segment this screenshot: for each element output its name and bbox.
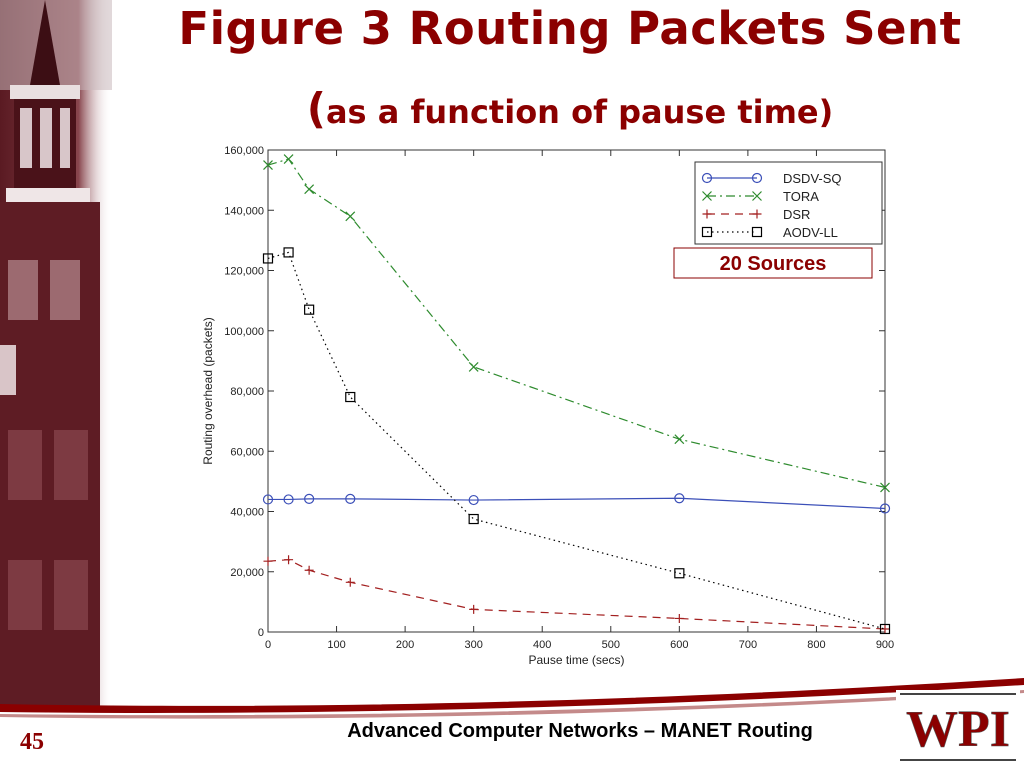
data-point-dsdv-sq: [283, 494, 294, 505]
data-point-aodv-ll: [345, 391, 356, 403]
subtitle-open-paren: (: [306, 84, 326, 133]
legend-marker-aodv-ll: [751, 226, 763, 238]
legend-label-aodv-ll: AODV-LL: [783, 225, 838, 240]
annotation-label: 20 Sources: [720, 253, 827, 275]
legend-marker-dsr: [752, 209, 762, 219]
y-tick-label: 140,000: [224, 205, 264, 217]
legend-label-dsr: DSR: [783, 207, 810, 222]
y-tick-label: 160,000: [224, 145, 264, 157]
legend-marker-aodv-ll: [701, 226, 713, 238]
slide-number: 45: [20, 729, 44, 755]
x-axis-label: Pause time (secs): [528, 653, 624, 667]
y-axis-label: Routing overhead (packets): [201, 317, 215, 464]
y-tick-label: 80,000: [230, 386, 264, 398]
legend-label-tora: TORA: [783, 189, 819, 204]
data-point-dsr: [674, 613, 684, 623]
data-point-aodv-ll: [283, 247, 294, 258]
data-point-aodv-ll: [674, 568, 685, 579]
slide-subtitle: (as a function of pause time): [120, 84, 1020, 133]
data-point-aodv-ll: [468, 513, 479, 525]
subtitle-text: as a function of pause time): [325, 93, 834, 131]
y-tick-label: 0: [258, 627, 264, 639]
data-point-aodv-ll: [879, 623, 891, 635]
data-point-tora: [304, 184, 315, 195]
wpi-logo: WPI: [896, 690, 1020, 764]
legend-box: [694, 161, 883, 245]
building-tower-image: [0, 0, 112, 712]
y-tick-label: 60,000: [230, 446, 264, 458]
y-tick-label: 100,000: [224, 326, 264, 338]
data-point-dsr: [304, 565, 314, 575]
data-point-dsdv-sq: [262, 494, 274, 505]
y-tick-label: 120,000: [224, 266, 264, 278]
x-tick-label: 900: [876, 639, 894, 651]
x-tick-label: 100: [327, 639, 345, 651]
legend-marker-tora: [752, 191, 762, 201]
data-point-dsr: [284, 555, 294, 565]
data-point-dsr: [345, 577, 355, 587]
data-point-aodv-ll: [262, 253, 274, 264]
legend-label-dsdv-sq: DSDV-SQ: [783, 171, 842, 186]
data-point-tora: [468, 361, 479, 372]
x-tick-label: 700: [739, 639, 757, 651]
data-point-tora: [263, 160, 273, 170]
data-point-dsr: [469, 604, 479, 614]
series-line-dsdv-sq: [268, 497, 886, 510]
data-point-dsdv-sq: [468, 494, 479, 506]
x-tick-label: 200: [396, 639, 414, 651]
data-point-aodv-ll: [304, 304, 315, 315]
x-tick-label: 600: [670, 639, 688, 651]
x-tick-label: 0: [265, 639, 271, 651]
data-point-dsr: [263, 556, 273, 566]
slide-title: Figure 3 Routing Packets Sent: [178, 2, 962, 55]
footer-text: Advanced Computer Networks – MANET Routi…: [347, 720, 813, 742]
x-tick-label: 400: [533, 639, 551, 651]
routing-overhead-chart: 0 20,000 40,000 60,000 80,000 100,000 120,000 1…: [201, 145, 894, 667]
x-tick-label: 800: [807, 639, 825, 651]
legend-marker-tora: [702, 191, 712, 201]
data-point-dsr: [880, 624, 890, 634]
data-point-dsdv-sq: [345, 493, 356, 504]
legend-marker-dsdv-sq: [751, 172, 763, 184]
legend-marker-dsr: [702, 209, 712, 219]
footer-band: [0, 678, 1024, 719]
legend-marker-dsdv-sq: [701, 172, 713, 184]
x-tick-label: 500: [602, 639, 620, 651]
annotation-box: [673, 247, 873, 279]
x-tick-label: 300: [464, 639, 482, 651]
data-point-tora: [283, 154, 294, 164]
data-point-dsdv-sq: [879, 503, 891, 514]
series-line-aodv-ll: [267, 251, 886, 630]
data-point-tora: [345, 211, 356, 222]
data-point-dsdv-sq: [304, 493, 315, 504]
data-point-tora: [674, 434, 685, 445]
y-tick-label: 20,000: [230, 567, 264, 579]
y-tick-label: 40,000: [230, 507, 264, 519]
data-point-dsdv-sq: [674, 493, 685, 504]
data-point-tora: [880, 482, 890, 493]
svg-text:WPI: WPI: [906, 701, 1010, 758]
